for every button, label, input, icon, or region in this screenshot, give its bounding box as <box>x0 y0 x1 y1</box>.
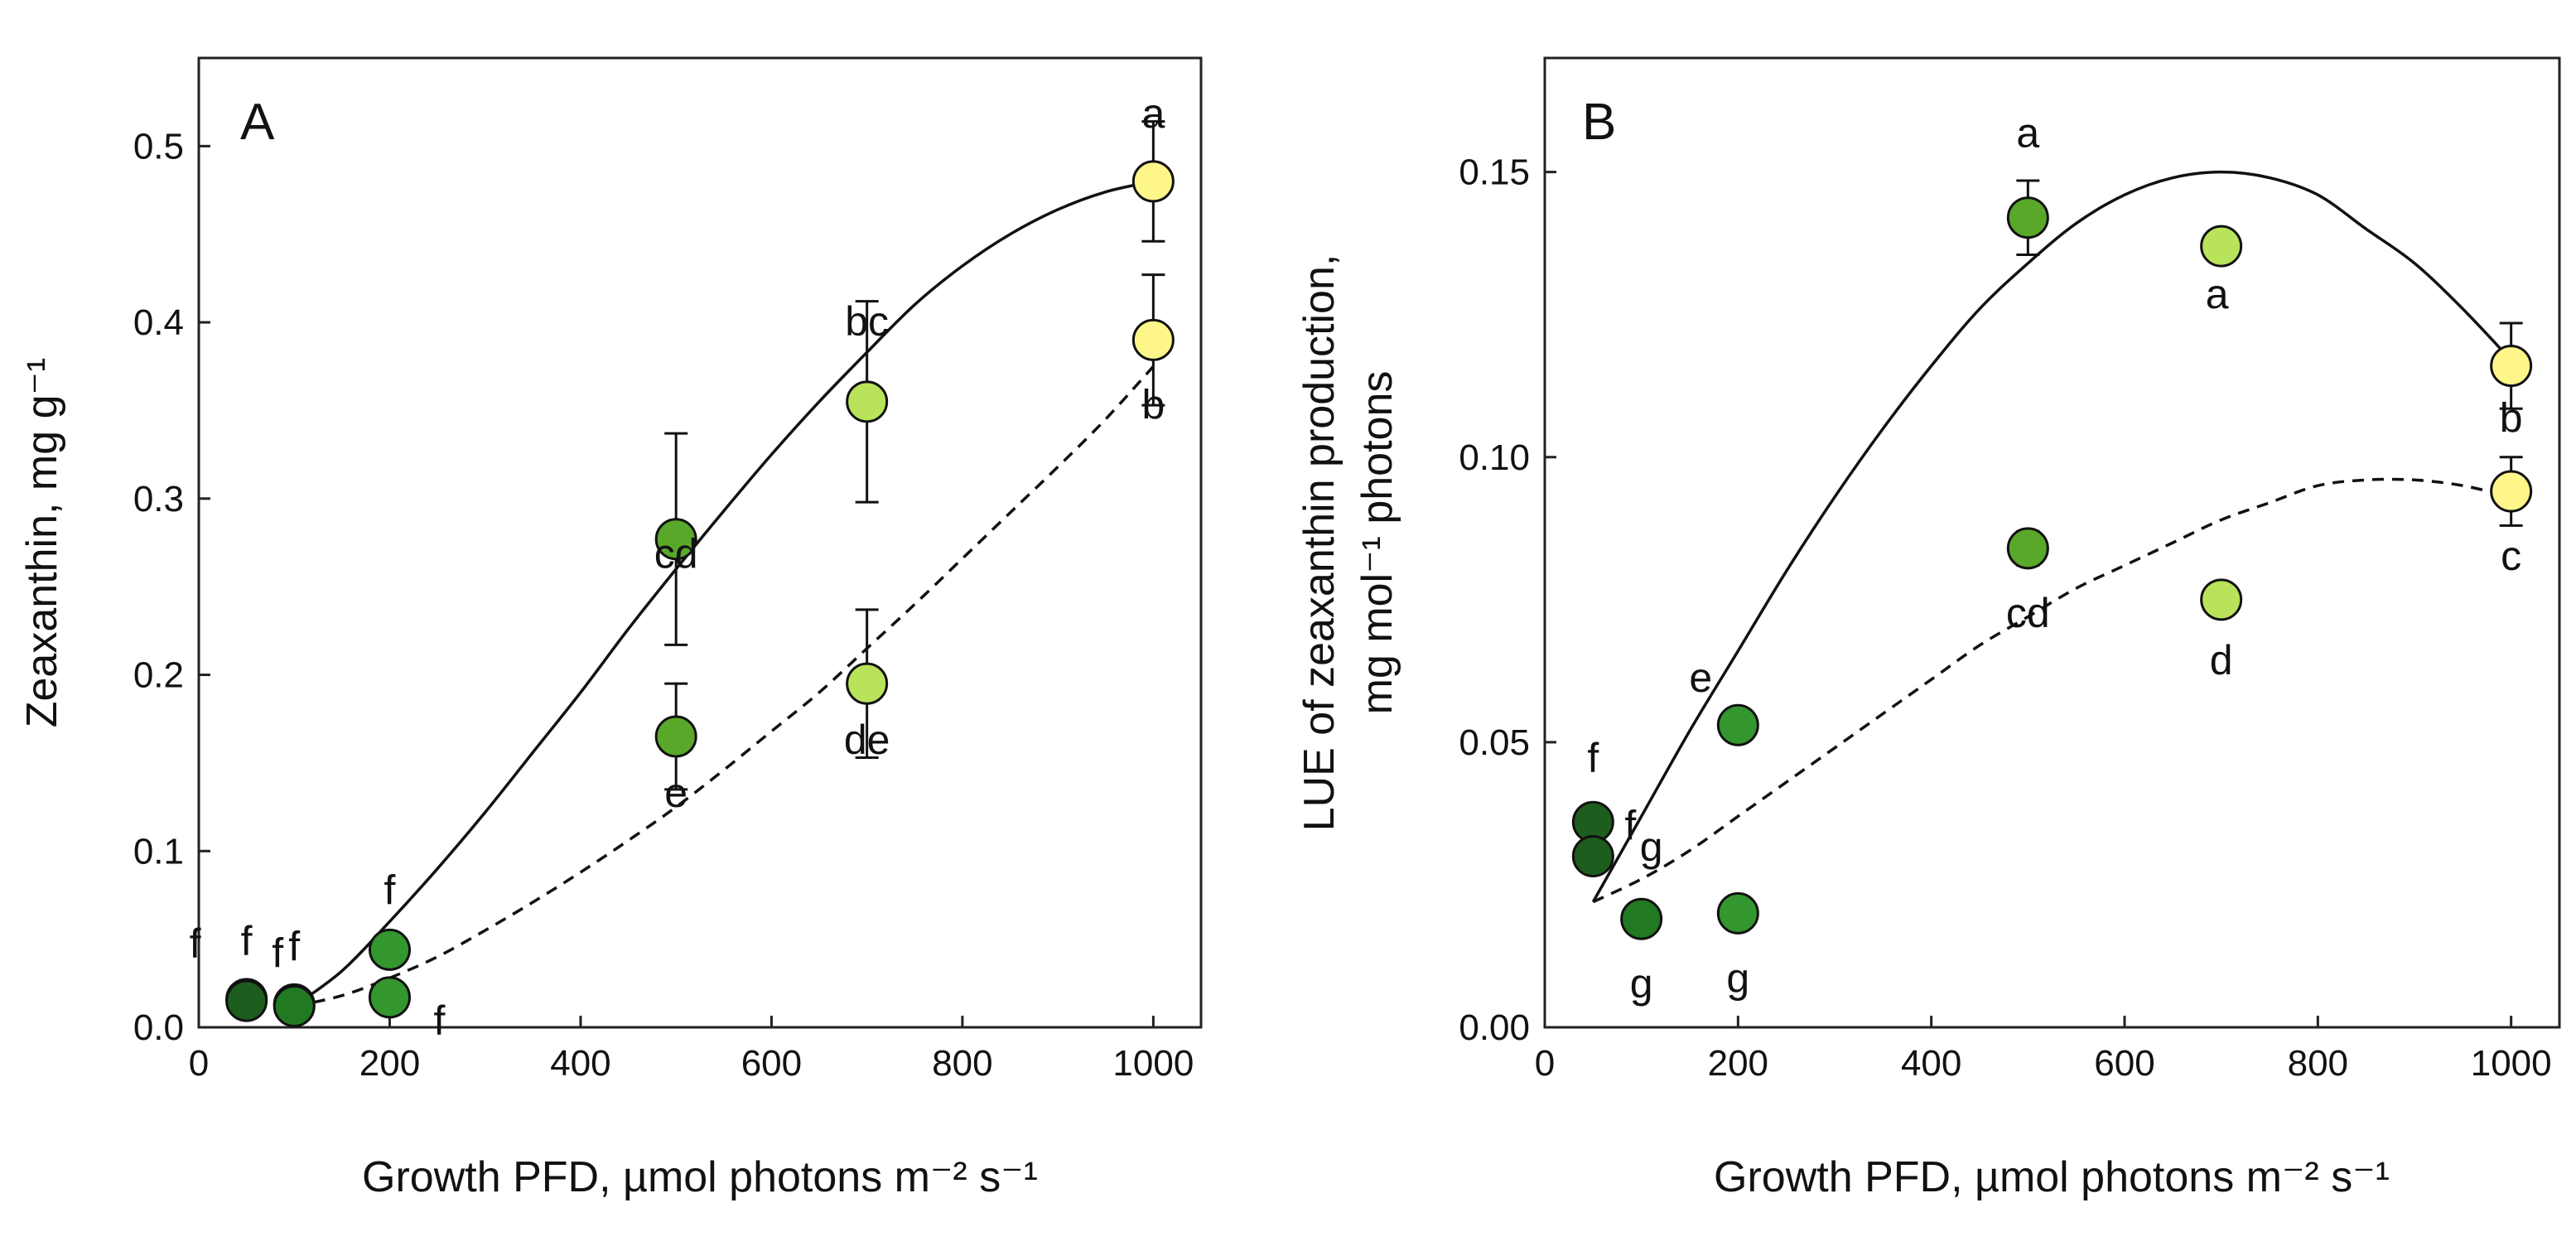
y-tick-label: 0.00 <box>1459 1007 1530 1048</box>
significance-letter: de <box>844 717 890 763</box>
data-point <box>1131 160 1175 203</box>
panel-a-plot-frame <box>197 56 1203 1029</box>
fit-curve-dashed <box>1592 477 2512 904</box>
data-point <box>846 380 889 423</box>
panel-b-letter: B <box>1582 94 1616 151</box>
y-tick-label: 0.10 <box>1459 437 1530 478</box>
x-tick-label: 400 <box>1901 1043 1961 1084</box>
panel-b-x-axis-label: Growth PFD, µmol photons m⁻² s⁻¹ <box>1714 1153 2390 1201</box>
panel-b-ticks: 0 200 400 600 800 1000 0.00 0.05 0.10 0.15 <box>1459 152 2551 1084</box>
data-point <box>654 518 697 561</box>
panel-b-points <box>1571 196 2533 940</box>
x-tick-label: 200 <box>1708 1043 1768 1084</box>
data-point <box>2490 345 2533 388</box>
significance-letter: f <box>1587 735 1599 781</box>
panel-a-curves <box>293 180 1155 1008</box>
panel-a-y-axis-label: Zeaxanthin, mg g⁻¹ <box>18 358 66 728</box>
panel-a-x-axis-label: Growth PFD, µmol photons m⁻² s⁻¹ <box>362 1153 1038 1201</box>
y-tick-label: 0.0 <box>133 1007 184 1048</box>
x-tick-label: 0 <box>1535 1043 1555 1084</box>
y-tick-label: 0.15 <box>1459 152 1530 193</box>
significance-letter: f <box>434 997 446 1044</box>
significance-letter: f <box>384 867 396 913</box>
significance-letter: b <box>1141 381 1165 427</box>
significance-letter: e <box>1689 654 1712 701</box>
x-tick-label: 1000 <box>1112 1043 1194 1084</box>
panel-b-error-bars <box>2016 179 2523 568</box>
y-tick-label: 0.4 <box>133 302 184 343</box>
significance-letter: cd <box>2006 590 2050 636</box>
data-point <box>1131 318 1175 361</box>
x-tick-label: 600 <box>741 1043 802 1084</box>
y-tick-label: 0.05 <box>1459 722 1530 763</box>
panel-a-error-bars <box>664 120 1165 791</box>
x-tick-label: 600 <box>2094 1043 2154 1084</box>
data-point <box>846 662 889 705</box>
significance-letter: b <box>2500 395 2523 442</box>
x-tick-label: 800 <box>2288 1043 2348 1084</box>
y-tick-label: 0.3 <box>133 479 184 519</box>
significance-letter-extra: g <box>1640 824 1663 870</box>
data-point <box>1571 835 1614 878</box>
data-point <box>2006 196 2049 239</box>
panel-b-plot-frame <box>1543 56 2561 1029</box>
x-tick-label: 1000 <box>2471 1043 2552 1084</box>
significance-letter: f <box>241 918 253 964</box>
data-point <box>2200 578 2243 621</box>
data-point <box>2490 470 2533 513</box>
significance-letter: f <box>190 920 201 967</box>
data-point <box>368 928 411 971</box>
significance-letter: g <box>1630 960 1653 1007</box>
panel-a-letter: A <box>240 94 275 151</box>
significance-letter: c <box>2501 533 2521 579</box>
y-tick-label: 0.1 <box>133 831 184 872</box>
panel-b-y-axis-label-line1: LUE of zeaxanthin production, <box>1295 254 1343 832</box>
y-tick-label: 0.5 <box>133 126 184 167</box>
x-tick-label: 0 <box>189 1043 209 1084</box>
panel-b: 0 200 400 600 800 1000 0.00 0.05 0.10 0.15 f e a a b f… <box>1295 56 2561 1201</box>
panel-a-ticks: 0 200 400 600 800 1000 0.0 0.1 0.2 0.3 0.4 0.5 <box>133 126 1194 1084</box>
y-tick-label: 0.2 <box>133 655 184 696</box>
significance-letter: e <box>664 770 687 816</box>
fit-curve-dashed <box>293 365 1155 1008</box>
data-point <box>1620 897 1663 940</box>
panel-b-y-axis-label-line2: mg mol⁻¹ photons <box>1353 371 1401 715</box>
x-tick-label: 400 <box>550 1043 610 1084</box>
panel-b-curves <box>1591 170 2512 904</box>
significance-letter: g <box>1726 954 1749 1001</box>
fit-curve-solid <box>1591 170 2512 903</box>
data-point <box>273 984 316 1027</box>
significance-letter: a <box>2206 271 2229 317</box>
significance-letter: cd <box>654 531 698 577</box>
data-point <box>2200 225 2243 268</box>
fit-curve-solid <box>293 180 1154 1007</box>
significance-letter: f <box>288 923 300 969</box>
data-point <box>2006 527 2049 570</box>
x-tick-label: 800 <box>932 1043 992 1084</box>
data-point <box>368 976 411 1019</box>
data-point <box>654 715 697 758</box>
significance-letter: a <box>1141 90 1165 137</box>
significance-letter: bc <box>845 298 889 345</box>
data-point <box>1716 703 1759 746</box>
data-point <box>225 979 268 1022</box>
significance-letter: d <box>2210 637 2233 683</box>
significance-letter: f <box>272 930 283 976</box>
panel-a-points <box>225 160 1175 1027</box>
data-point <box>1716 891 1759 935</box>
x-tick-label: 200 <box>359 1043 420 1084</box>
significance-letter: f <box>1624 803 1636 849</box>
significance-letter: a <box>2016 110 2039 157</box>
